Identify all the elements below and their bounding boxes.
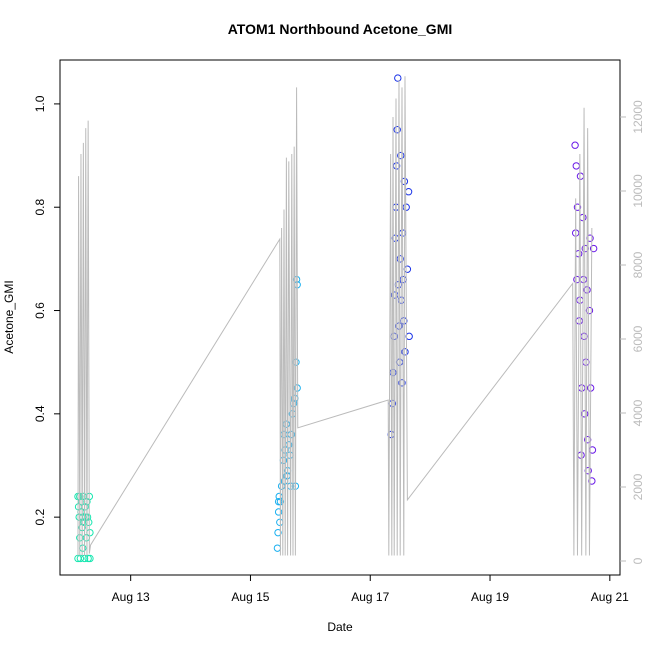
x-tick-label: Aug 19	[471, 590, 509, 604]
x-tick-label: Aug 13	[112, 590, 150, 604]
point	[76, 554, 85, 563]
y2-tick-label: 6000	[631, 325, 645, 352]
y2-tick-label: 2000	[631, 473, 645, 500]
point	[85, 518, 93, 527]
chart-title: ATOM1 Northbound Acetone_GMI	[228, 21, 453, 37]
point	[393, 126, 401, 134]
point	[394, 74, 402, 82]
x-tick-label: Aug 21	[591, 590, 629, 604]
point	[582, 358, 590, 366]
altitude-line	[77, 76, 593, 556]
point	[397, 151, 405, 160]
point	[576, 296, 584, 304]
y2-tick-label: 4000	[631, 399, 645, 426]
point	[276, 518, 284, 527]
point	[571, 141, 579, 149]
point	[280, 430, 288, 439]
x-tick-label: Aug 15	[231, 590, 269, 604]
point	[403, 265, 412, 273]
point	[395, 322, 403, 330]
y-tick-label: 1.0	[33, 95, 47, 112]
y-tick-label: 0.6	[33, 302, 47, 319]
point	[583, 435, 592, 444]
point	[401, 348, 409, 356]
y-axis-label: Acetone_GMI	[2, 280, 16, 353]
point	[86, 528, 94, 537]
point	[577, 384, 586, 392]
x-tick-label: Aug 17	[351, 590, 389, 604]
point	[573, 203, 582, 211]
y2-tick-label: 10000	[631, 174, 645, 208]
y2-tick-label: 0	[631, 557, 645, 564]
y2-tick-label: 12000	[631, 100, 645, 134]
point	[86, 554, 94, 563]
point	[274, 508, 283, 516]
point	[585, 306, 594, 315]
point	[589, 244, 598, 253]
y2-tick-label: 8000	[631, 251, 645, 278]
point	[396, 255, 404, 263]
point	[274, 528, 282, 537]
y-tick-label: 0.4	[33, 405, 47, 422]
point	[398, 379, 406, 387]
point	[572, 162, 580, 170]
x-axis-label: Date	[327, 620, 353, 634]
plot-frame	[59, 59, 621, 576]
y-tick-label: 0.2	[33, 508, 47, 525]
point	[400, 317, 408, 325]
point	[282, 420, 291, 428]
point	[404, 188, 413, 196]
y-tick-label: 0.8	[33, 199, 47, 216]
point	[273, 544, 282, 552]
